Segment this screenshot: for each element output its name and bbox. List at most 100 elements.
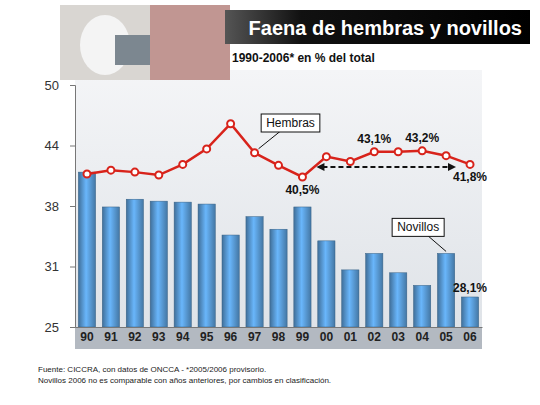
marker	[227, 120, 234, 127]
y-tick-mark	[70, 267, 75, 268]
y-tick-mark	[70, 206, 75, 207]
bar	[222, 235, 239, 327]
marker	[299, 173, 306, 180]
photo	[60, 5, 230, 80]
marker	[419, 147, 426, 154]
marker	[323, 153, 330, 160]
title-bar	[225, 10, 530, 44]
marker	[443, 152, 450, 159]
x-tick: 00	[320, 327, 334, 344]
bar	[198, 204, 215, 327]
marker	[155, 172, 162, 179]
chart: Faena de hembras y novillos 1990-2006* en…	[0, 0, 540, 405]
x-tick-label: 98	[272, 330, 286, 344]
bar	[294, 207, 311, 327]
marker	[467, 161, 474, 168]
y-tick-label: 25	[45, 320, 59, 335]
marker	[131, 169, 138, 176]
x-tick: 03	[392, 327, 406, 344]
bar	[126, 199, 143, 327]
x-tick-label: 95	[200, 330, 214, 344]
marker	[395, 148, 402, 155]
bar	[246, 217, 263, 327]
y-tick-label: 31	[45, 259, 59, 274]
series-name: Novillos	[397, 220, 439, 234]
y-tick: 50	[45, 78, 75, 93]
x-tick: 98	[272, 327, 286, 344]
y-tick-mark	[70, 327, 75, 328]
bar	[414, 285, 431, 327]
data-labels: 28,1% 40,5% 43,1% 43,2% 41,8%	[285, 131, 487, 295]
x-tick: 95	[200, 327, 214, 344]
series-callout: Novillos	[392, 218, 446, 251]
marker	[371, 148, 378, 155]
range-arrow	[316, 163, 456, 171]
bar	[150, 201, 167, 327]
series-callout: Hembras	[259, 114, 320, 149]
y-tick: 44	[45, 138, 75, 153]
x-axis: 90 91 92 93 94 95 96 97 98 99 00 01 02 03 04 05 06	[76, 327, 483, 344]
x-tick: 02	[368, 327, 382, 344]
x-tick-label: 04	[415, 330, 429, 344]
bar	[318, 241, 335, 327]
x-tick-label: 01	[344, 330, 358, 344]
bar	[461, 297, 478, 327]
bar	[366, 253, 383, 327]
bar	[390, 273, 407, 327]
subtitle: 1990-2006* en % del total	[232, 51, 375, 65]
x-tick: 99	[296, 327, 310, 344]
marker	[107, 167, 114, 174]
x-tick: 01	[344, 327, 358, 344]
x-tick: 92	[128, 327, 142, 344]
x-tick: 97	[248, 327, 262, 344]
bar	[102, 207, 119, 327]
marker	[203, 145, 210, 152]
y-tick-mark	[70, 85, 75, 86]
bar	[174, 202, 191, 327]
y-axis-line	[70, 86, 76, 328]
data-label: 43,2%	[405, 131, 439, 145]
x-tick: 94	[176, 327, 190, 344]
y-tick: 25	[45, 320, 75, 335]
data-label: 28,1%	[453, 281, 487, 295]
y-tick-label: 38	[45, 199, 59, 214]
plot-background	[75, 70, 482, 327]
x-tick-label: 94	[176, 330, 190, 344]
x-tick-label: 03	[392, 330, 406, 344]
series-name: Hembras	[266, 116, 315, 130]
data-label: 43,1%	[357, 132, 391, 146]
category-band	[75, 327, 482, 349]
x-tick-label: 91	[104, 330, 118, 344]
data-label: 41,8%	[453, 170, 487, 184]
x-tick-label: 96	[224, 330, 238, 344]
y-tick: 38	[45, 199, 75, 214]
note: Novillos 2006 no es comparable con años …	[38, 376, 331, 385]
x-tick: 93	[152, 327, 166, 344]
y-tick: 31	[45, 259, 75, 274]
marks	[78, 120, 478, 327]
y-axis: 25 31 38 44 50	[45, 78, 76, 335]
x-tick: 05	[439, 327, 453, 344]
bar	[78, 172, 95, 327]
bar	[270, 229, 287, 327]
marker	[83, 171, 90, 178]
bar	[342, 270, 359, 327]
x-tick-label: 99	[296, 330, 310, 344]
y-tick-mark	[70, 146, 75, 147]
y-tick-label: 50	[45, 78, 59, 93]
x-tick-label: 00	[320, 330, 334, 344]
x-tick-label: 97	[248, 330, 262, 344]
x-tick: 06	[463, 327, 477, 344]
marker	[347, 158, 354, 165]
x-tick: 91	[104, 327, 118, 344]
x-tick-label: 02	[368, 330, 382, 344]
data-label: 40,5%	[285, 183, 319, 197]
marker	[275, 162, 282, 169]
x-tick: 04	[415, 327, 429, 344]
title: Faena de hembras y novillos	[249, 17, 522, 39]
x-tick: 96	[224, 327, 238, 344]
x-tick: 90	[80, 327, 94, 344]
source: Fuente: CICCRA, con datos de ONCCA - *20…	[38, 365, 266, 374]
x-tick-label: 90	[80, 330, 94, 344]
x-axis-line	[76, 327, 483, 328]
